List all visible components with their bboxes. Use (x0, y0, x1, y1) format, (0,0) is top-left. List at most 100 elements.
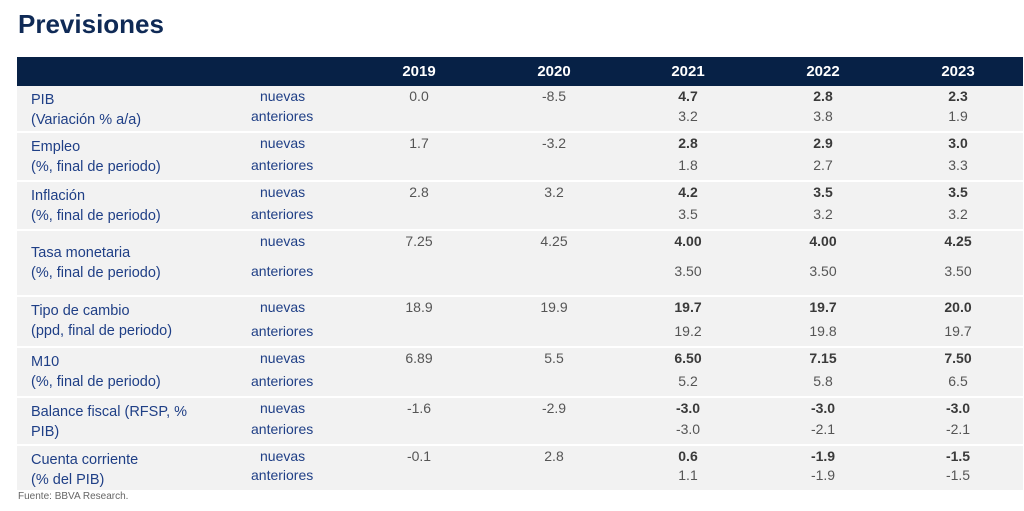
row-sublabel: (%, final de periodo) (31, 159, 161, 175)
nuevas-label: nuevas (260, 88, 306, 104)
value-anteriores: 19.8 (809, 323, 837, 339)
value-nuevas: 3.0 (948, 135, 968, 151)
row-sublabel: (%, final de periodo) (31, 265, 161, 281)
nuevas-label: nuevas (260, 233, 306, 249)
nuevas-label: nuevas (260, 299, 306, 315)
year-header: 2022 (806, 63, 840, 80)
value-anteriores: 3.2 (948, 206, 968, 222)
value-nuevas: 7.15 (809, 350, 837, 366)
value-anteriores: 3.2 (813, 206, 833, 222)
value-anteriores: 6.5 (948, 373, 968, 389)
value-anteriores: -2.1 (810, 421, 836, 437)
nuevas-label: nuevas (260, 350, 306, 366)
value-nuevas: 19.9 (540, 299, 568, 315)
table-row: Cuenta corriente (% del PIB) nuevas anterio… (17, 446, 1023, 492)
value-nuevas: 4.25 (944, 233, 972, 249)
row-label: Tasa monetaria (31, 245, 131, 261)
value-nuevas: 19.7 (809, 299, 837, 315)
value-nuevas: 3.5 (813, 184, 833, 200)
year-header: 2021 (671, 63, 705, 80)
value-nuevas: 2.3 (948, 88, 968, 104)
value-anteriores: 3.50 (944, 263, 972, 279)
row-sublabel: (% del PIB) (31, 472, 105, 488)
value-anteriores: 1.9 (948, 108, 968, 124)
value-nuevas: -3.0 (945, 400, 971, 416)
value-nuevas: 6.50 (674, 350, 702, 366)
value-nuevas: 6.89 (405, 350, 433, 366)
table-row: Empleo (%, final de periodo) nuevas anterio… (17, 133, 1023, 182)
value-anteriores: -1.9 (810, 467, 836, 483)
value-anteriores: 5.2 (678, 373, 698, 389)
table-row: Tasa monetaria (%, final de periodo) nueva… (17, 231, 1023, 297)
value-nuevas: 18.9 (405, 299, 433, 315)
value-nuevas: 4.00 (674, 233, 702, 249)
value-anteriores: -1.5 (945, 467, 971, 483)
table-row: PIB (Variación % a/a) nuevas anteriores 0.0 -… (17, 86, 1023, 133)
row-sublabel: (%, final de periodo) (31, 374, 161, 390)
anteriores-label: anteriores (251, 157, 314, 173)
row-sublabel: PIB) (31, 424, 60, 440)
value-anteriores: 3.2 (678, 108, 698, 124)
value-anteriores: 19.7 (944, 323, 972, 339)
value-nuevas: 0.0 (409, 88, 429, 104)
table-row: M10 (%, final de periodo) nuevas anteriores… (17, 348, 1023, 398)
value-nuevas: -1.5 (945, 448, 971, 464)
value-nuevas: -8.5 (541, 88, 567, 104)
row-label: PIB (31, 92, 55, 108)
value-nuevas: 1.7 (409, 135, 429, 151)
nuevas-label: nuevas (260, 135, 306, 151)
anteriores-label: anteriores (251, 467, 314, 483)
nuevas-label: nuevas (260, 400, 306, 416)
row-label: Inflación (31, 188, 86, 204)
value-anteriores: 1.8 (678, 157, 698, 173)
table-body: PIB (Variación % a/a) nuevas anteriores 0.0 -… (17, 86, 1023, 492)
row-sublabel: (%, final de periodo) (31, 208, 161, 224)
row-label: Tipo de cambio (31, 303, 130, 319)
table-row: Inflación (%, final de periodo) nuevas ante… (17, 182, 1023, 231)
value-nuevas: -0.1 (406, 448, 432, 464)
row-sublabel: (Variación % a/a) (31, 112, 142, 128)
value-anteriores: 3.50 (674, 263, 702, 279)
value-anteriores: 5.8 (813, 373, 833, 389)
value-anteriores: 19.2 (674, 323, 702, 339)
value-nuevas: -2.9 (541, 400, 567, 416)
forecast-table: 2019 2020 2021 2022 2023 PIB (Variación % a/a… (17, 57, 1023, 492)
table-header: 2019 2020 2021 2022 2023 (17, 57, 1023, 86)
value-nuevas: -1.9 (810, 448, 836, 464)
value-anteriores: 3.5 (678, 206, 698, 222)
value-nuevas: 5.5 (544, 350, 564, 366)
value-anteriores: 3.8 (813, 108, 833, 124)
table-row: Tipo de cambio (ppd, final de periodo) nue… (17, 297, 1023, 348)
value-nuevas: -3.2 (541, 135, 567, 151)
row-label: M10 (31, 354, 60, 370)
row-label: Cuenta corriente (31, 452, 139, 468)
value-nuevas: 2.8 (813, 88, 833, 104)
anteriores-label: anteriores (251, 263, 314, 279)
value-nuevas: 7.25 (405, 233, 433, 249)
anteriores-label: anteriores (251, 108, 314, 124)
value-nuevas: 4.2 (678, 184, 698, 200)
anteriores-label: anteriores (251, 373, 314, 389)
anteriores-label: anteriores (251, 206, 314, 222)
value-nuevas: 3.5 (948, 184, 968, 200)
value-nuevas: 2.8 (678, 135, 698, 151)
value-nuevas: 2.9 (813, 135, 833, 151)
row-label: Balance fiscal (RFSP, % (31, 404, 188, 420)
table-row: Balance fiscal (RFSP, % PIB) nuevas anterio… (17, 398, 1023, 446)
value-nuevas: 2.8 (409, 184, 429, 200)
value-nuevas: 20.0 (944, 299, 972, 315)
value-nuevas: 0.6 (678, 448, 698, 464)
page-title: Previsiones (18, 9, 164, 39)
value-nuevas: 4.25 (540, 233, 568, 249)
year-header: 2019 (402, 63, 436, 80)
anteriores-label: anteriores (251, 421, 314, 437)
value-anteriores: 2.7 (813, 157, 833, 173)
value-nuevas: 2.8 (544, 448, 564, 464)
nuevas-label: nuevas (260, 184, 306, 200)
value-nuevas: 4.00 (809, 233, 837, 249)
year-header: 2020 (537, 63, 571, 80)
row-sublabel: (ppd, final de periodo) (31, 323, 173, 339)
value-nuevas: -3.0 (810, 400, 836, 416)
year-header: 2023 (941, 63, 975, 80)
row-label: Empleo (31, 139, 81, 155)
